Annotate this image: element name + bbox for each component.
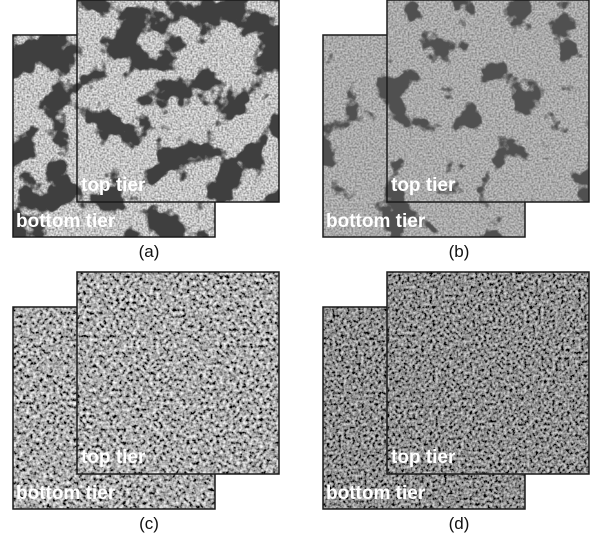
panel: top tier bottom tier (d)	[323, 272, 589, 533]
bottom-tier-label: bottom tier	[326, 483, 426, 504]
top-tier-label: top tier	[81, 175, 146, 196]
panels: top tier bottom tier (a) top tier bottom tie…	[13, 0, 589, 533]
panel: top tier bottom tier (a)	[13, 0, 279, 261]
bottom-tier-label: bottom tier	[16, 211, 116, 232]
top-tier-label: top tier	[391, 447, 456, 468]
panel: top tier bottom tier (c)	[13, 272, 279, 533]
panel-caption: (a)	[139, 242, 160, 261]
panel-caption: (b)	[449, 242, 470, 261]
bottom-tier-label: bottom tier	[326, 211, 426, 232]
top-tier-label: top tier	[391, 175, 456, 196]
figure: top tier bottom tier (a) top tier bottom tie…	[0, 0, 593, 542]
top-tier-square-blobs	[387, 0, 589, 202]
bottom-tier-label: bottom tier	[16, 483, 116, 504]
top-tier-label: top tier	[81, 447, 146, 468]
panel-caption: (d)	[449, 514, 470, 533]
top-tier-square	[387, 272, 589, 474]
top-tier-square	[77, 272, 279, 474]
top-tier-square-blobs	[77, 0, 279, 202]
panel: top tier bottom tier (b)	[323, 0, 589, 261]
panel-caption: (c)	[139, 514, 159, 533]
